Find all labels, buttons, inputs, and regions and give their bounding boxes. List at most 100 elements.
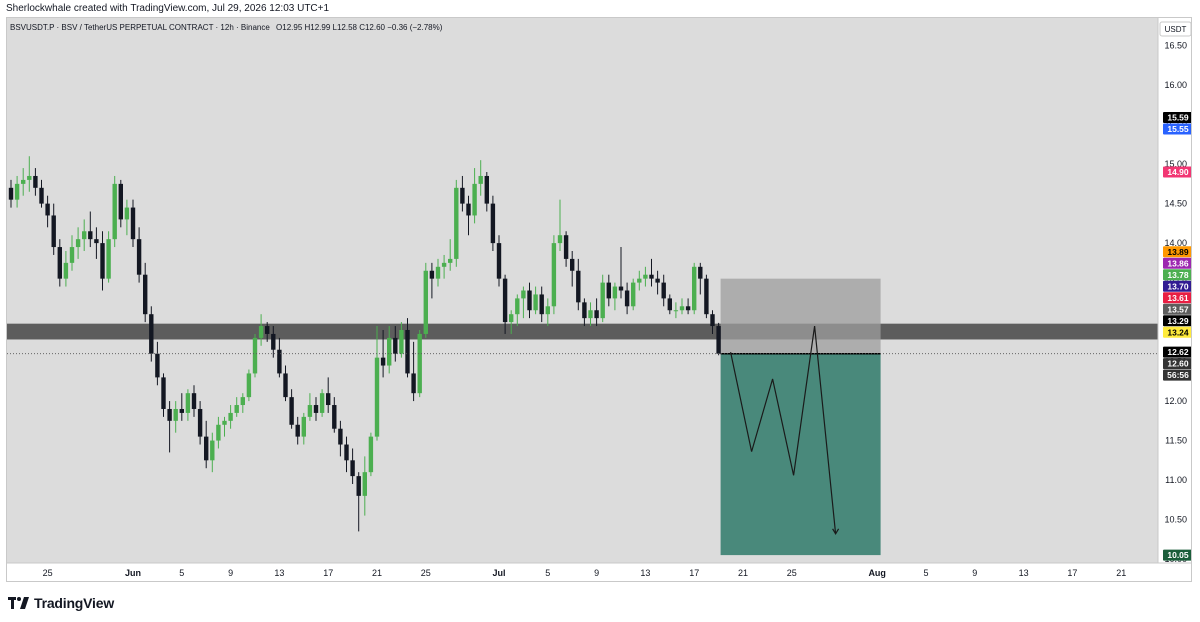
- candle-body[interactable]: [265, 326, 270, 334]
- candle-body[interactable]: [423, 270, 428, 334]
- candle-body[interactable]: [155, 353, 160, 378]
- support-zone[interactable]: [7, 323, 1158, 340]
- candle-body[interactable]: [136, 239, 142, 275]
- candle-body[interactable]: [277, 349, 282, 374]
- candle-body[interactable]: [429, 270, 435, 279]
- candle-body[interactable]: [185, 393, 191, 413]
- candle-body[interactable]: [710, 314, 715, 327]
- candle-body[interactable]: [417, 333, 422, 394]
- candle-body[interactable]: [472, 183, 477, 216]
- candle-body[interactable]: [484, 175, 489, 204]
- candle-body[interactable]: [326, 393, 331, 406]
- candle-body[interactable]: [173, 408, 178, 421]
- candle-body[interactable]: [460, 187, 465, 204]
- take-profit-zone[interactable]: [720, 353, 881, 556]
- candle-body[interactable]: [679, 306, 685, 311]
- time-axis[interactable]: [7, 563, 1192, 582]
- candle-body[interactable]: [600, 282, 605, 319]
- candle-body[interactable]: [588, 310, 593, 319]
- candle-body[interactable]: [441, 262, 447, 267]
- candle-body[interactable]: [39, 187, 44, 204]
- candle-body[interactable]: [191, 393, 197, 409]
- candle-body[interactable]: [454, 187, 459, 259]
- candle-body[interactable]: [307, 405, 313, 417]
- chart-canvas[interactable]: 16.5016.0015.5015.0014.5014.0013.5013.00…: [7, 18, 1192, 582]
- candle-body[interactable]: [661, 282, 666, 299]
- candle-body[interactable]: [204, 436, 209, 461]
- candle-body[interactable]: [179, 408, 184, 413]
- candle-body[interactable]: [563, 235, 569, 259]
- candle-body[interactable]: [521, 290, 526, 299]
- plot-area[interactable]: [7, 18, 1158, 563]
- candle-body[interactable]: [466, 203, 471, 216]
- candle-body[interactable]: [545, 306, 550, 315]
- candle-body[interactable]: [350, 460, 355, 477]
- candle-body[interactable]: [167, 408, 172, 421]
- candle-body[interactable]: [399, 329, 404, 354]
- candle-body[interactable]: [551, 243, 557, 307]
- candle-body[interactable]: [33, 175, 38, 188]
- candle-body[interactable]: [94, 239, 99, 244]
- candle-body[interactable]: [393, 337, 398, 354]
- candle-body[interactable]: [332, 405, 337, 429]
- candle-body[interactable]: [21, 179, 26, 184]
- candle-body[interactable]: [118, 183, 123, 220]
- candle-body[interactable]: [649, 274, 654, 279]
- candle-body[interactable]: [448, 258, 453, 263]
- candle-body[interactable]: [570, 258, 575, 271]
- candle-body[interactable]: [124, 207, 130, 220]
- candle-body[interactable]: [655, 278, 660, 283]
- candle-body[interactable]: [624, 290, 630, 307]
- candle-body[interactable]: [582, 302, 587, 319]
- candle-body[interactable]: [149, 314, 154, 354]
- candle-body[interactable]: [82, 231, 87, 240]
- currency-label[interactable]: USDT: [1165, 25, 1187, 34]
- candle-body[interactable]: [716, 326, 721, 354]
- candle-body[interactable]: [106, 239, 111, 279]
- candle-body[interactable]: [344, 444, 349, 461]
- candle-body[interactable]: [362, 472, 367, 496]
- candle-body[interactable]: [27, 175, 32, 180]
- candle-body[interactable]: [704, 278, 709, 315]
- candle-body[interactable]: [533, 294, 538, 311]
- candle-body[interactable]: [338, 428, 343, 445]
- candle-body[interactable]: [374, 357, 380, 437]
- candle-body[interactable]: [698, 266, 703, 279]
- candle-body[interactable]: [692, 266, 697, 311]
- candle-body[interactable]: [234, 405, 239, 413]
- candle-body[interactable]: [612, 286, 618, 299]
- candle-body[interactable]: [222, 420, 227, 425]
- candle-body[interactable]: [295, 424, 300, 437]
- candle-body[interactable]: [411, 373, 416, 394]
- candle-body[interactable]: [606, 282, 611, 299]
- candle-body[interactable]: [515, 298, 520, 315]
- candle-body[interactable]: [289, 397, 294, 425]
- candle-body[interactable]: [258, 326, 264, 338]
- candle-body[interactable]: [637, 278, 642, 283]
- candle-body[interactable]: [240, 397, 245, 406]
- chart-frame[interactable]: 16.5016.0015.5015.0014.5014.0013.5013.00…: [6, 17, 1192, 582]
- candle-body[interactable]: [496, 243, 502, 279]
- candle-body[interactable]: [45, 203, 50, 216]
- candle-body[interactable]: [594, 310, 599, 319]
- candle-body[interactable]: [14, 183, 20, 200]
- candle-body[interactable]: [88, 231, 93, 240]
- stop-loss-zone[interactable]: [720, 278, 881, 354]
- projection-path[interactable]: [730, 325, 837, 534]
- candle-body[interactable]: [197, 408, 203, 437]
- candle-body[interactable]: [246, 373, 252, 398]
- candle-body[interactable]: [143, 274, 148, 315]
- candle-body[interactable]: [271, 333, 276, 350]
- candle-body[interactable]: [673, 310, 679, 312]
- candle-body[interactable]: [368, 436, 374, 473]
- candle-body[interactable]: [502, 278, 508, 323]
- candle-body[interactable]: [435, 266, 441, 279]
- candle-body[interactable]: [380, 357, 386, 366]
- candle-body[interactable]: [63, 262, 69, 279]
- currency-button[interactable]: [1159, 21, 1191, 37]
- candle-body[interactable]: [643, 274, 648, 279]
- candle-body[interactable]: [509, 314, 514, 323]
- tradingview-brand[interactable]: TradingView: [8, 594, 114, 612]
- candle-body[interactable]: [283, 373, 288, 398]
- candle-body[interactable]: [478, 175, 483, 184]
